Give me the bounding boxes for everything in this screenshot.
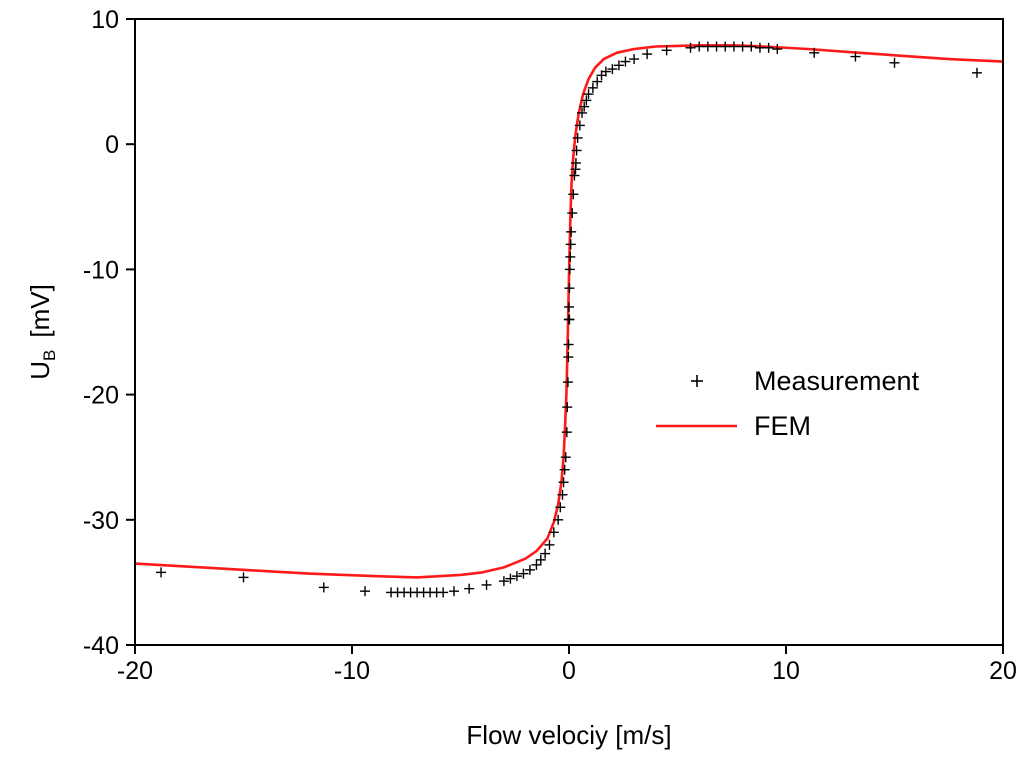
- measurement-point: [563, 339, 574, 350]
- measurement-point: [553, 514, 564, 525]
- measurement-point: [531, 559, 542, 570]
- legend: Measurement FEM: [656, 366, 920, 441]
- measurement-point: [563, 352, 574, 363]
- measurement-point: [481, 579, 492, 590]
- x-tick-label: -10: [334, 657, 370, 685]
- measurement-point: [567, 208, 578, 219]
- measurement-point: [889, 57, 900, 68]
- measurement-point: [661, 45, 672, 56]
- measurement-point: [156, 567, 167, 578]
- axis-layer: -20 -10 0 10 20 -40 -30 -20 -10 0 10: [83, 6, 1017, 685]
- measurement-point: [711, 41, 722, 52]
- measurement-point: [720, 41, 731, 52]
- y-tick-label: 10: [91, 6, 119, 34]
- measurement-point: [728, 41, 739, 52]
- series-layer: [135, 41, 1003, 598]
- measurement-point: [560, 452, 571, 463]
- measurement-point: [572, 132, 583, 143]
- legend-label-fem: FEM: [754, 411, 811, 441]
- measurement-point: [360, 586, 371, 597]
- y-tick-label: -40: [83, 632, 119, 660]
- measurement-point: [613, 60, 624, 71]
- measurement-point: [694, 41, 705, 52]
- measurement-point: [524, 564, 535, 575]
- measurement-point: [562, 377, 573, 388]
- measurement-point: [518, 568, 529, 579]
- measurement-point: [448, 586, 459, 597]
- measurement-point: [564, 314, 575, 325]
- y-tick-label: -20: [83, 382, 119, 410]
- measurement-point: [566, 226, 577, 237]
- x-tick-label: 20: [989, 657, 1017, 685]
- measurement-point: [570, 157, 581, 168]
- measurement-point: [746, 41, 757, 52]
- svg-text:UB[mV]: UB [mV]: [25, 284, 59, 380]
- legend-marker-measurement: [691, 375, 703, 387]
- measurement-point: [571, 145, 582, 156]
- y-axis-title-subscript: B: [40, 350, 59, 361]
- measurement-point: [574, 120, 585, 131]
- measurement-point: [583, 89, 594, 100]
- measurement-point: [702, 41, 713, 52]
- measurement-point: [577, 107, 588, 118]
- measurement-point: [737, 41, 748, 52]
- measurement-point: [587, 82, 598, 93]
- x-tick-label: -20: [117, 657, 153, 685]
- measurement-point: [238, 572, 249, 583]
- measurement-point: [565, 251, 576, 262]
- y-tick-label: -10: [83, 256, 119, 284]
- x-axis-title: Flow velociy [m/s]: [466, 720, 671, 750]
- measurement-point: [579, 101, 590, 112]
- measurement-point: [548, 527, 559, 538]
- measurement-point: [568, 189, 579, 200]
- measurement-point: [642, 49, 653, 60]
- measurement-point: [564, 301, 574, 312]
- measurement-point: [562, 402, 573, 413]
- legend-label-measurement: Measurement: [754, 366, 920, 396]
- measurement-point: [620, 56, 631, 67]
- measurement-point: [971, 67, 982, 78]
- measurement-point: [569, 170, 580, 181]
- measurement-point: [557, 489, 568, 500]
- measurement-point: [772, 44, 783, 55]
- measurement-point: [464, 583, 475, 594]
- measurement-point: [607, 64, 618, 75]
- measurement-point: [438, 587, 449, 598]
- y-tick-label: -30: [83, 507, 119, 535]
- measurement-point: [564, 264, 575, 275]
- x-tick-label: 0: [562, 657, 576, 685]
- measurement-point: [754, 42, 765, 53]
- measurement-point: [592, 76, 603, 87]
- measurement-point: [535, 554, 546, 565]
- y-axis-title: UB [mV]: [25, 284, 59, 380]
- y-axis-title-unit: [mV]: [25, 284, 55, 337]
- measurement-point: [561, 427, 572, 438]
- measurement-point: [565, 239, 576, 250]
- measurement-point: [318, 582, 329, 593]
- fem-line: [135, 44, 1003, 579]
- measurement-point: [559, 464, 570, 475]
- measurement-point: [763, 42, 774, 53]
- measurement-point: [558, 477, 569, 488]
- measurement-point: [685, 42, 696, 53]
- measurement-point: [511, 571, 522, 582]
- measurement-point: [555, 502, 566, 513]
- measurement-point: [564, 283, 575, 294]
- y-tick-label: 0: [105, 131, 119, 159]
- measurement-point: [505, 573, 516, 584]
- measurement-point: [498, 576, 509, 587]
- measurement-point: [850, 51, 861, 62]
- x-tick-label: 10: [772, 657, 800, 685]
- measurement-point: [629, 54, 640, 65]
- measurement-point: [540, 548, 551, 559]
- measurement-point: [809, 47, 820, 58]
- y-axis-title-main: U: [25, 361, 55, 380]
- measurement-point: [581, 95, 592, 106]
- measurement-point: [544, 539, 555, 550]
- measurement-point: [600, 66, 611, 77]
